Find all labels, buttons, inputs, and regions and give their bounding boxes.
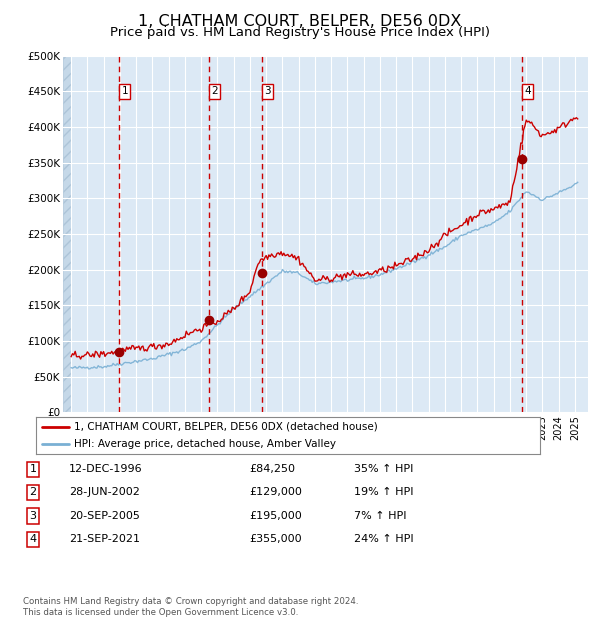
Text: 3: 3 xyxy=(264,86,271,97)
Text: £195,000: £195,000 xyxy=(249,511,302,521)
Text: This data is licensed under the Open Government Licence v3.0.: This data is licensed under the Open Gov… xyxy=(23,608,298,617)
Text: 1, CHATHAM COURT, BELPER, DE56 0DX (detached house): 1, CHATHAM COURT, BELPER, DE56 0DX (deta… xyxy=(74,422,377,432)
Text: Price paid vs. HM Land Registry's House Price Index (HPI): Price paid vs. HM Land Registry's House … xyxy=(110,26,490,39)
Text: 2: 2 xyxy=(29,487,37,497)
Text: 24% ↑ HPI: 24% ↑ HPI xyxy=(354,534,413,544)
Text: 3: 3 xyxy=(29,511,37,521)
Text: 12-DEC-1996: 12-DEC-1996 xyxy=(69,464,143,474)
Text: 21-SEP-2021: 21-SEP-2021 xyxy=(69,534,140,544)
Text: 2: 2 xyxy=(212,86,218,97)
Text: 28-JUN-2002: 28-JUN-2002 xyxy=(69,487,140,497)
Bar xyxy=(63,56,71,412)
Text: 19% ↑ HPI: 19% ↑ HPI xyxy=(354,487,413,497)
Text: HPI: Average price, detached house, Amber Valley: HPI: Average price, detached house, Ambe… xyxy=(74,439,336,449)
Text: 1: 1 xyxy=(122,86,128,97)
Text: 7% ↑ HPI: 7% ↑ HPI xyxy=(354,511,407,521)
Text: £355,000: £355,000 xyxy=(249,534,302,544)
Text: Contains HM Land Registry data © Crown copyright and database right 2024.: Contains HM Land Registry data © Crown c… xyxy=(23,597,358,606)
Text: £84,250: £84,250 xyxy=(249,464,295,474)
Text: 20-SEP-2005: 20-SEP-2005 xyxy=(69,511,140,521)
Text: 1: 1 xyxy=(29,464,37,474)
Text: 4: 4 xyxy=(524,86,531,97)
Text: 35% ↑ HPI: 35% ↑ HPI xyxy=(354,464,413,474)
Text: £129,000: £129,000 xyxy=(249,487,302,497)
Text: 1, CHATHAM COURT, BELPER, DE56 0DX: 1, CHATHAM COURT, BELPER, DE56 0DX xyxy=(139,14,461,29)
Text: 4: 4 xyxy=(29,534,37,544)
